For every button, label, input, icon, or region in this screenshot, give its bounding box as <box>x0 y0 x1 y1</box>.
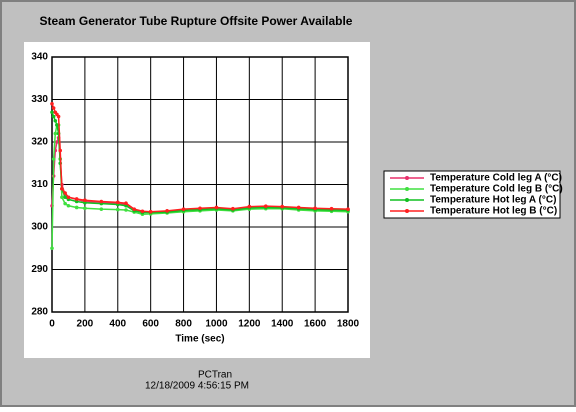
x-tick-label: 0 <box>49 319 55 330</box>
data-point <box>53 118 58 123</box>
data-point <box>132 207 137 211</box>
x-tick-label: 600 <box>142 319 159 330</box>
data-point <box>63 191 67 195</box>
legend-label: Temperature Hot leg A (°C) <box>430 195 556 206</box>
data-point <box>124 203 128 208</box>
data-point <box>74 197 79 201</box>
data-point <box>124 201 128 205</box>
chart-title: Steam Generator Tube Rupture Offsite Pow… <box>40 14 353 28</box>
data-point <box>198 206 202 211</box>
data-point <box>51 114 56 119</box>
data-point <box>181 207 186 211</box>
data-point <box>83 206 87 211</box>
data-point <box>165 209 169 213</box>
data-point <box>115 207 120 212</box>
plot-frame <box>51 56 349 313</box>
data-point <box>124 208 128 212</box>
data-point <box>329 206 334 211</box>
y-tick-label: 340 <box>31 52 48 63</box>
legend-label: Temperature Hot leg B (°C) <box>430 206 557 217</box>
x-tick-label: 1000 <box>205 319 228 330</box>
data-point <box>280 204 285 209</box>
x-tick-label: 1800 <box>337 319 360 330</box>
data-point <box>346 207 350 211</box>
data-point <box>56 114 61 119</box>
y-tick-label: 300 <box>31 222 48 233</box>
data-point <box>63 201 67 206</box>
y-tick-label: 290 <box>31 264 48 275</box>
x-tick-label: 400 <box>109 319 126 330</box>
data-point <box>115 200 120 205</box>
data-point <box>74 199 79 204</box>
data-point <box>51 106 56 110</box>
x-tick-label: 1400 <box>271 319 294 330</box>
x-tick-label: 1600 <box>304 319 327 330</box>
data-point <box>66 203 71 208</box>
data-point <box>55 140 59 144</box>
legend-label: Temperature Cold leg B (°C) <box>430 184 563 195</box>
footer-text: 12/18/2009 4:56:15 PM <box>145 381 249 392</box>
footer-text: PCTran <box>198 370 232 381</box>
legend-label: Temperature Cold leg A (°C) <box>430 173 562 184</box>
data-point <box>60 186 64 191</box>
y-tick-label: 280 <box>31 307 48 318</box>
data-point <box>74 205 79 210</box>
y-tick-label: 330 <box>31 94 48 105</box>
y-tick-label: 310 <box>31 179 48 190</box>
legend <box>383 170 561 219</box>
data-point <box>83 200 87 205</box>
legend-marker <box>405 176 409 180</box>
data-point <box>296 205 301 210</box>
x-tick-label: 1200 <box>238 319 261 330</box>
x-tick-label: 200 <box>77 319 94 330</box>
y-tick-label: 320 <box>31 137 48 148</box>
data-point <box>53 131 58 136</box>
data-point <box>263 204 268 208</box>
data-point <box>50 110 54 115</box>
data-point <box>148 209 153 214</box>
data-point <box>66 195 71 200</box>
data-point <box>55 123 59 127</box>
data-point <box>247 204 252 209</box>
data-point <box>83 198 87 203</box>
data-point <box>231 206 235 211</box>
legend-marker <box>405 187 409 191</box>
legend-marker <box>405 198 409 202</box>
data-point <box>140 209 145 214</box>
x-axis-label: Time (sec) <box>175 334 224 345</box>
legend-marker <box>405 209 409 213</box>
x-tick-label: 800 <box>175 319 192 330</box>
data-point <box>99 199 104 204</box>
data-point <box>313 206 317 211</box>
data-point <box>50 101 54 106</box>
data-point <box>214 205 219 210</box>
data-point <box>51 157 56 161</box>
data-point <box>50 246 54 251</box>
data-point <box>99 207 104 211</box>
data-point <box>60 195 64 200</box>
data-point <box>63 195 67 200</box>
data-point <box>58 148 63 153</box>
